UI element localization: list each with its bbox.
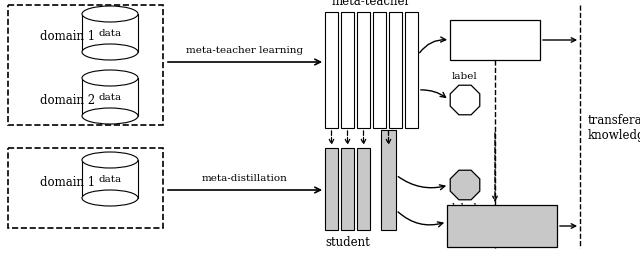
Text: student: student [325,237,370,250]
Text: data: data [99,28,122,37]
Polygon shape [450,170,480,200]
Polygon shape [381,130,396,230]
Ellipse shape [82,190,138,206]
Polygon shape [82,160,138,198]
Text: domain 1: domain 1 [40,176,95,188]
Text: label: label [452,203,478,212]
Ellipse shape [82,152,138,168]
Polygon shape [82,14,138,52]
Polygon shape [405,12,418,128]
Text: domain 2: domain 2 [40,93,95,106]
Text: data: data [99,175,122,184]
Polygon shape [325,12,338,128]
Text: domain 1: domain 1 [40,29,95,42]
Text: meta-teacher: meta-teacher [332,0,411,8]
Polygon shape [389,12,402,128]
Polygon shape [450,85,480,115]
Polygon shape [341,148,354,230]
Polygon shape [357,12,370,128]
Text: data: data [99,92,122,101]
Text: transferable
knowledge: transferable knowledge [588,114,640,142]
Polygon shape [447,205,557,247]
Ellipse shape [82,6,138,22]
Polygon shape [357,148,370,230]
Polygon shape [373,12,386,128]
Ellipse shape [82,44,138,60]
Ellipse shape [82,70,138,86]
Ellipse shape [82,108,138,124]
Polygon shape [341,12,354,128]
Polygon shape [450,20,540,60]
Text: meta-distillation: meta-distillation [202,174,288,183]
Polygon shape [82,78,138,116]
Text: label: label [452,72,478,81]
Text: meta-teacher learning: meta-teacher learning [186,46,303,55]
Polygon shape [325,148,338,230]
